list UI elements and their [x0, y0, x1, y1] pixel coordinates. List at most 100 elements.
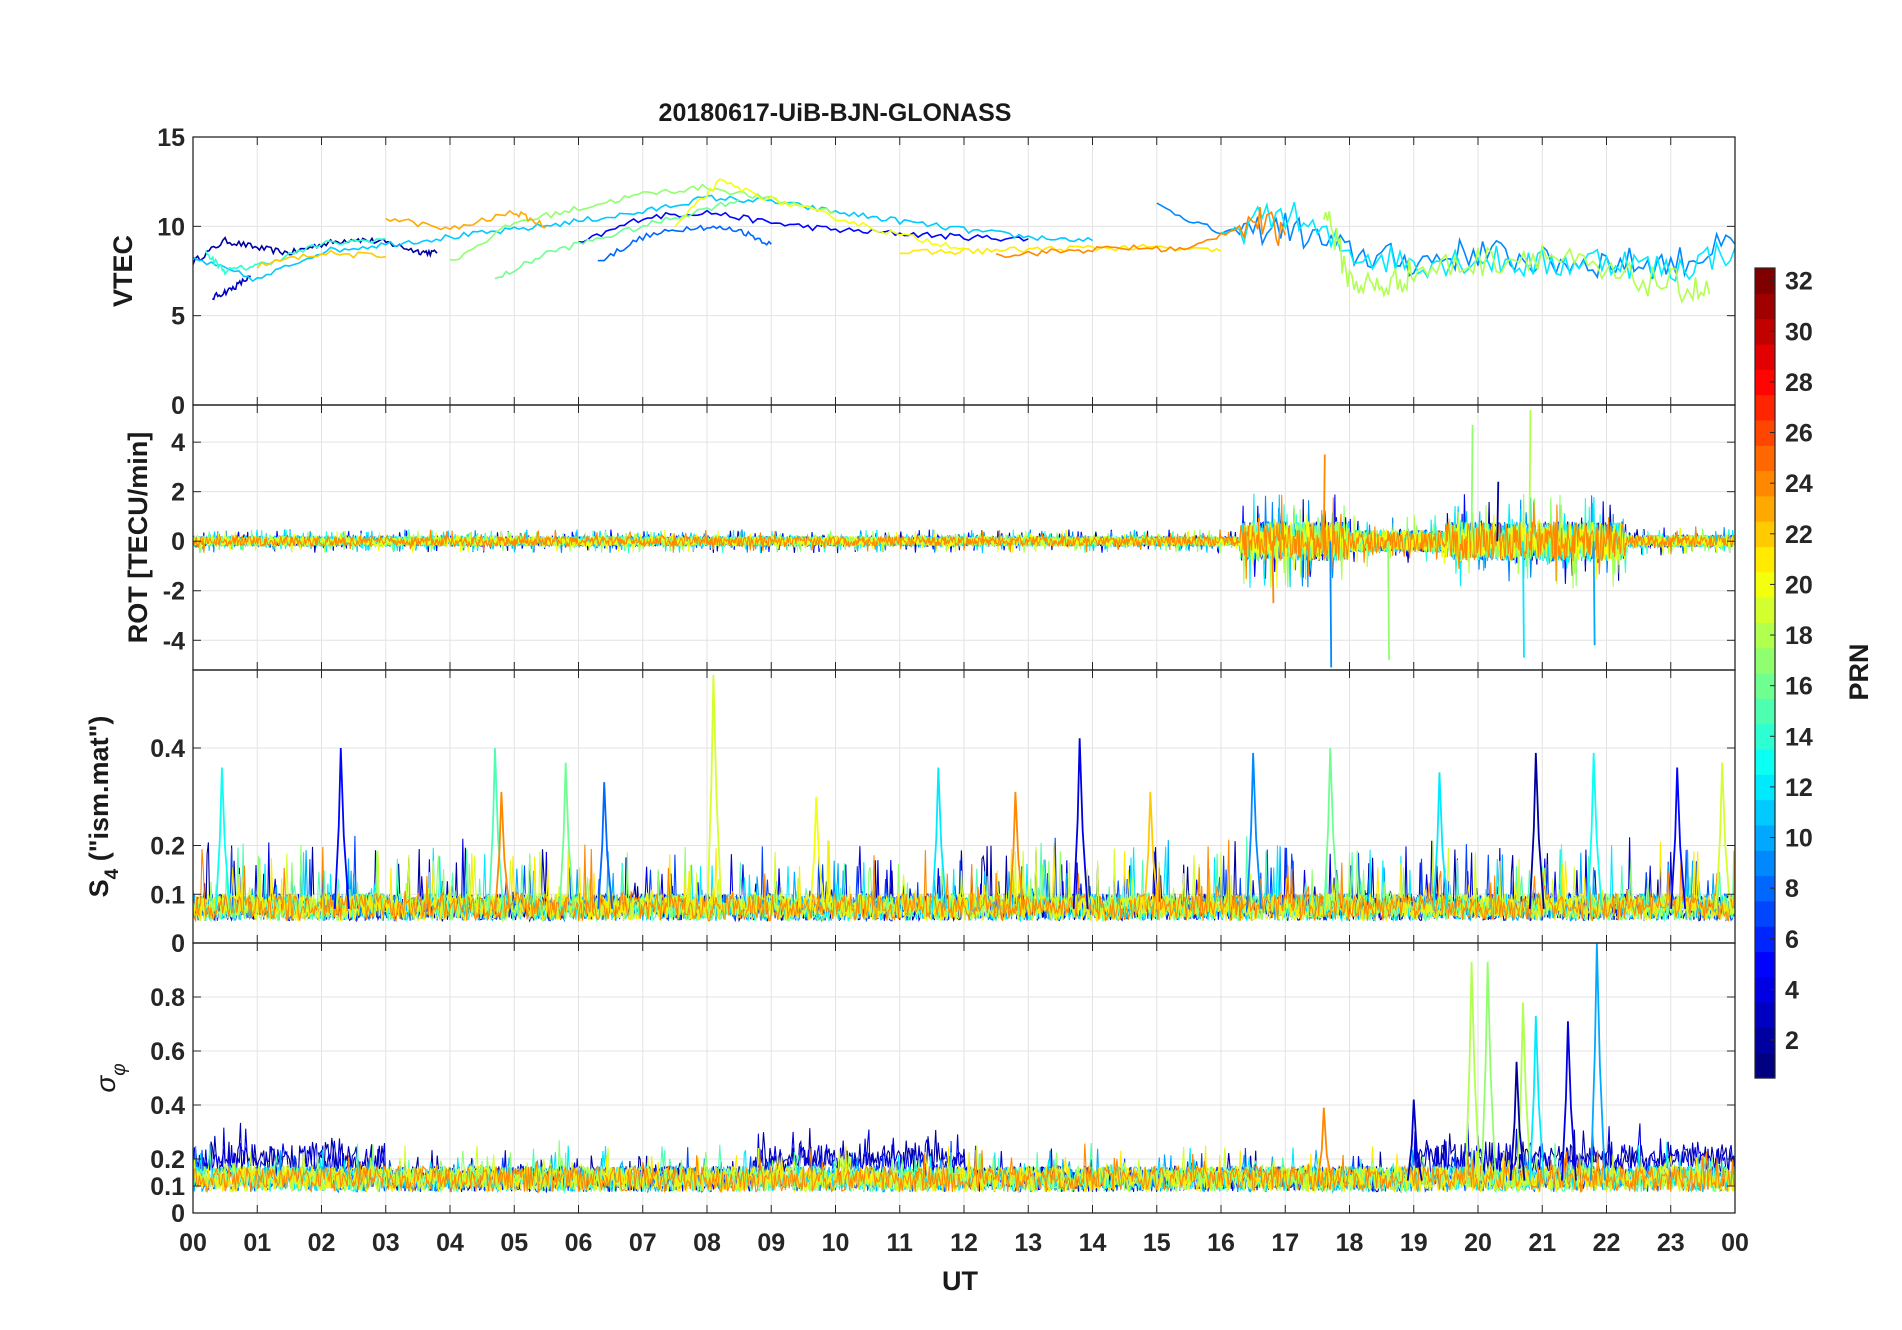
- x-tick-label: 18: [1336, 1229, 1364, 1257]
- y-tick-label: 0.1: [150, 1173, 185, 1201]
- y-tick-label: 2: [171, 479, 185, 507]
- x-tick-label: 20: [1464, 1229, 1492, 1257]
- colorbar-segment: [1755, 1027, 1775, 1054]
- series-line-prn-12: [1220, 201, 1735, 283]
- y-tick-label: 0: [171, 1200, 185, 1228]
- colorbar-segment: [1755, 850, 1775, 877]
- spike-prn-13: [1586, 752, 1603, 909]
- colorbar-segment: [1755, 419, 1775, 446]
- colorbar-tick-label: 4: [1785, 976, 1799, 1004]
- series-group: [193, 409, 1735, 668]
- colorbar-label: PRN: [1844, 643, 1874, 700]
- y-tick-label: 15: [157, 124, 185, 152]
- spike-prn-3: [1406, 1099, 1423, 1181]
- series-line-prn-21: [899, 243, 1222, 256]
- colorbar-segment: [1755, 748, 1775, 775]
- y-tick-label: 0.2: [150, 833, 185, 861]
- peak-prn-17: [1387, 541, 1390, 661]
- colorbar-segment: [1755, 774, 1775, 801]
- series-line-prn-21: [193, 1145, 1735, 1194]
- series-line-prn-8: [597, 224, 772, 262]
- series-line-prn-24: [995, 207, 1287, 259]
- x-tick-label: 10: [822, 1229, 850, 1257]
- x-tick-label: 05: [500, 1229, 528, 1257]
- colorbar-segment: [1755, 799, 1775, 826]
- peak-prn-18: [1528, 409, 1532, 542]
- peak-prn-24: [1322, 454, 1326, 542]
- spike-prn-5: [333, 747, 350, 909]
- x-tick-label: 21: [1528, 1229, 1556, 1257]
- series-line-prn-18: [1323, 211, 1711, 304]
- y-tick-label: 4: [171, 429, 185, 457]
- peak-prn-9: [1329, 541, 1333, 668]
- series-line-prn-2: [193, 236, 438, 265]
- colorbar-segment: [1755, 1002, 1775, 1028]
- y-tick-label: -4: [163, 627, 185, 655]
- peak-prn-10: [1592, 541, 1596, 646]
- series-line-prn-23: [385, 209, 547, 231]
- colorbar-tick-label: 12: [1785, 774, 1813, 802]
- spike-prn-12: [1432, 772, 1449, 909]
- colorbar-segment: [1755, 926, 1775, 953]
- colorbar-tick-label: 10: [1785, 825, 1813, 853]
- spike-prn-24: [494, 791, 511, 909]
- spike-prn-16: [558, 762, 575, 909]
- y-tick-label: 0.2: [150, 1146, 185, 1174]
- x-tick-label: 22: [1593, 1229, 1621, 1257]
- x-tick-label: 03: [372, 1229, 400, 1257]
- y-axis-label: VTEC: [108, 235, 138, 307]
- colorbar-segment: [1755, 394, 1775, 421]
- spike-prn-16: [1323, 747, 1340, 909]
- y-axis-label: S4 ("ism.mat"): [84, 716, 123, 898]
- colorbar-tick-label: 32: [1785, 268, 1813, 296]
- colorbar-segment: [1755, 495, 1775, 522]
- colorbar-segment: [1755, 597, 1775, 623]
- x-tick-label: 01: [243, 1229, 271, 1257]
- y-axis-label-rest: ("ism.mat"): [84, 716, 114, 869]
- colorbar-segment: [1755, 1052, 1775, 1079]
- spike-prn-4: [1072, 738, 1089, 909]
- x-tick-label: 04: [436, 1229, 464, 1257]
- colorbar-tick-label: 30: [1785, 318, 1813, 346]
- colorbar-segment: [1755, 723, 1775, 750]
- figure-title: 20180617-UiB-BJN-GLONASS: [659, 99, 1012, 127]
- series-line-prn-24: [193, 1143, 1735, 1194]
- x-tick-label: 12: [950, 1229, 978, 1257]
- spike-prn-18: [1464, 961, 1481, 1181]
- colorbar-segment: [1755, 673, 1775, 699]
- spike-prn-5: [1670, 767, 1687, 909]
- y-tick-label: 0.1: [150, 881, 185, 909]
- x-tick-label: 11: [887, 1229, 914, 1257]
- colorbar-segment: [1755, 647, 1775, 674]
- colorbar-frame: [1754, 267, 1776, 1079]
- x-axis: 00 01 02 03 04 05 06 07 08 09 10 11 12 13 14 15 16 17 18 19…: [179, 1229, 1749, 1257]
- x-tick-label: 19: [1400, 1229, 1428, 1257]
- colorbar-segment: [1755, 343, 1775, 370]
- x-tick-label: 16: [1207, 1229, 1235, 1257]
- y-axis-label-main: σ: [90, 1075, 121, 1093]
- spike-prn-2: [1528, 752, 1545, 909]
- x-tick-label: 09: [757, 1229, 785, 1257]
- x-axis-label: UT: [942, 1266, 978, 1296]
- x-tick-label: 02: [308, 1229, 336, 1257]
- colorbar-segment: [1755, 875, 1775, 902]
- series-line-prn-22: [256, 249, 386, 269]
- spike-prn-13: [215, 767, 231, 909]
- y-tick-label: 0: [171, 930, 185, 958]
- colorbar-segment: [1755, 268, 1775, 294]
- y-tick-label: 0.4: [150, 735, 185, 763]
- series-line-prn-20: [674, 178, 965, 250]
- y-axis-label: ROT [TECU/min]: [123, 432, 153, 643]
- series-group: [193, 674, 1735, 923]
- x-tick-label: 07: [629, 1229, 657, 1257]
- series-line-prn-24: [193, 839, 1735, 923]
- spike-prn-17: [1480, 961, 1497, 1181]
- series-line-prn-24: [193, 494, 1735, 582]
- y-axis-label-sub: 4: [102, 868, 123, 879]
- colorbar-segment: [1755, 622, 1775, 649]
- x-tick-label: 23: [1657, 1229, 1685, 1257]
- colorbar-tick-label: 14: [1785, 723, 1813, 751]
- x-tick-label: 06: [565, 1229, 593, 1257]
- colorbar-segment: [1755, 976, 1775, 1003]
